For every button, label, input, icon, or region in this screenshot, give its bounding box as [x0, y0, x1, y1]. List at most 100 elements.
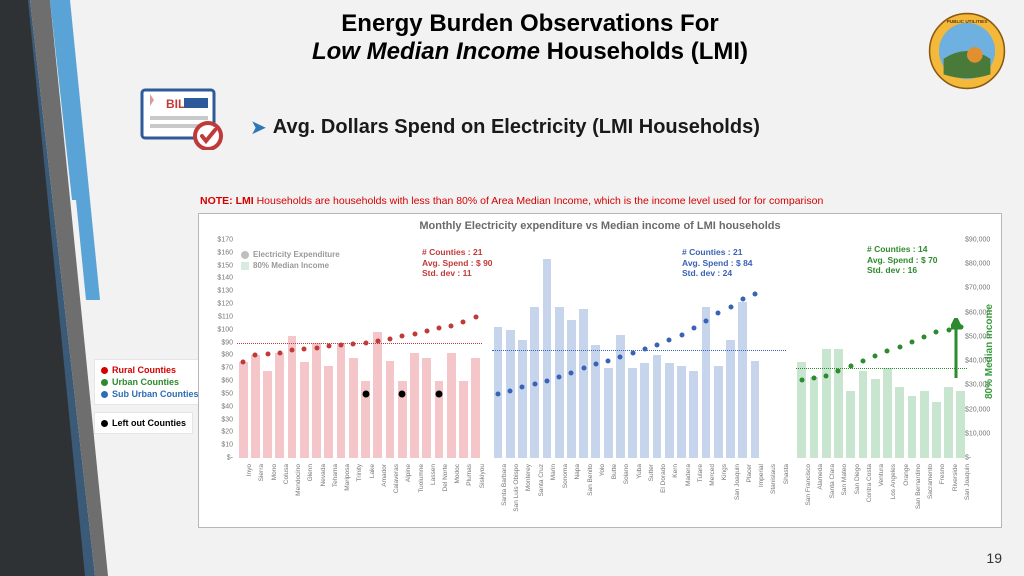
bar [677, 366, 686, 458]
x-label: Nevada [320, 464, 327, 486]
bar [275, 353, 284, 458]
legend-row: Urban Counties [101, 376, 199, 388]
data-dot [569, 371, 574, 376]
data-dot [424, 329, 429, 334]
x-label: Imperial [758, 464, 765, 487]
x-axis: InyoSierraMonoColusaMendocinoGlennNevada… [237, 460, 967, 520]
bar [543, 259, 552, 458]
page-title: Energy Burden Observations For Low Media… [220, 10, 840, 66]
x-label: Siskiyou [479, 464, 486, 488]
x-label: Orange [903, 464, 910, 486]
avg-line [796, 368, 967, 369]
avg-line [492, 350, 786, 351]
bar [714, 366, 723, 458]
bar [459, 381, 468, 458]
bar [567, 320, 576, 458]
data-dot [691, 326, 696, 331]
legend-leftout: Left out Counties [95, 413, 192, 433]
x-label: San Francisco [805, 464, 812, 506]
bar [871, 379, 880, 459]
data-dot [412, 331, 417, 336]
bar [920, 391, 929, 458]
x-label: Yuba [636, 464, 643, 479]
bar [738, 302, 747, 458]
bar [239, 362, 248, 458]
data-dot [265, 352, 270, 357]
leftout-dot [362, 390, 369, 397]
x-label: Santa Clara [829, 464, 836, 498]
bar [932, 402, 941, 458]
data-dot [544, 379, 549, 384]
x-label: Shasta [783, 464, 790, 484]
x-label: Amador [381, 464, 388, 487]
page-number: 19 [986, 550, 1002, 566]
x-label: Mendocino [295, 464, 302, 496]
x-label: Tuolumne [418, 464, 425, 493]
data-dot [740, 296, 745, 301]
bar [518, 340, 527, 458]
bar [506, 330, 515, 458]
x-label: Tulare [697, 464, 704, 482]
bar [944, 387, 953, 458]
x-label: Tehama [332, 464, 339, 487]
x-label: Yolo [599, 464, 606, 476]
x-label: Butte [611, 464, 618, 479]
bullet-text: Avg. Dollars Spend on Electricity (LMI H… [273, 116, 760, 139]
x-label: Glenn [307, 464, 314, 481]
legend-county-types: Rural CountiesUrban CountiesSub Urban Co… [95, 360, 205, 404]
legend-row: Rural Counties [101, 364, 199, 376]
x-label: Plumas [466, 464, 473, 486]
bar [422, 358, 431, 458]
data-dot [326, 344, 331, 349]
title-line-2: Low Median Income Households (LMI) [220, 38, 840, 66]
data-dot [958, 325, 963, 330]
x-label: Mariposa [344, 464, 351, 491]
bar [410, 353, 419, 458]
x-label: Del Norte [442, 464, 449, 491]
data-dot [302, 347, 307, 352]
data-dot [704, 318, 709, 323]
bar [751, 361, 760, 458]
chart-annotation: # Counties : 21Avg. Spend : $ 84Std. dev… [682, 247, 753, 279]
bar [447, 353, 456, 458]
x-label: Stanislaus [770, 464, 777, 494]
x-label: Alameda [817, 464, 824, 490]
play-icon: ➤ [250, 115, 267, 140]
data-dot [290, 348, 295, 353]
x-label: Colusa [283, 464, 290, 484]
data-dot [909, 339, 914, 344]
bill-icon: BILL [140, 88, 230, 150]
x-label: Monterey [525, 464, 532, 491]
bar [956, 391, 965, 458]
data-dot [655, 343, 660, 348]
data-dot [473, 314, 478, 319]
x-label: Sutter [648, 464, 655, 481]
svg-text:PUBLIC UTILITIES: PUBLIC UTILITIES [947, 19, 988, 24]
bar [653, 355, 662, 458]
chart-annotation: # Counties : 14Avg. Spend : $ 70Std. dev… [867, 244, 938, 276]
x-label: Lassen [430, 464, 437, 485]
x-label: Kings [721, 464, 728, 480]
bar [702, 307, 711, 458]
data-dot [679, 332, 684, 337]
x-label: Santa Cruz [538, 464, 545, 497]
data-dot [581, 366, 586, 371]
bar [895, 387, 904, 458]
bar [555, 307, 564, 458]
x-label: San Mateo [841, 464, 848, 495]
x-label: Marin [550, 464, 557, 480]
x-label: Calaveras [393, 464, 400, 493]
data-dot [449, 323, 454, 328]
x-label: Merced [709, 464, 716, 486]
bar [822, 349, 831, 458]
x-label: San Joaquin [964, 464, 971, 500]
bar [373, 332, 382, 458]
legend-row: Left out Counties [101, 417, 186, 429]
bar [263, 371, 272, 458]
x-label: Trinity [356, 464, 363, 481]
x-label: Sierra [258, 464, 265, 481]
data-dot [532, 381, 537, 386]
bar [797, 362, 806, 458]
bar [689, 371, 698, 458]
title-line-1: Energy Burden Observations For [220, 10, 840, 38]
